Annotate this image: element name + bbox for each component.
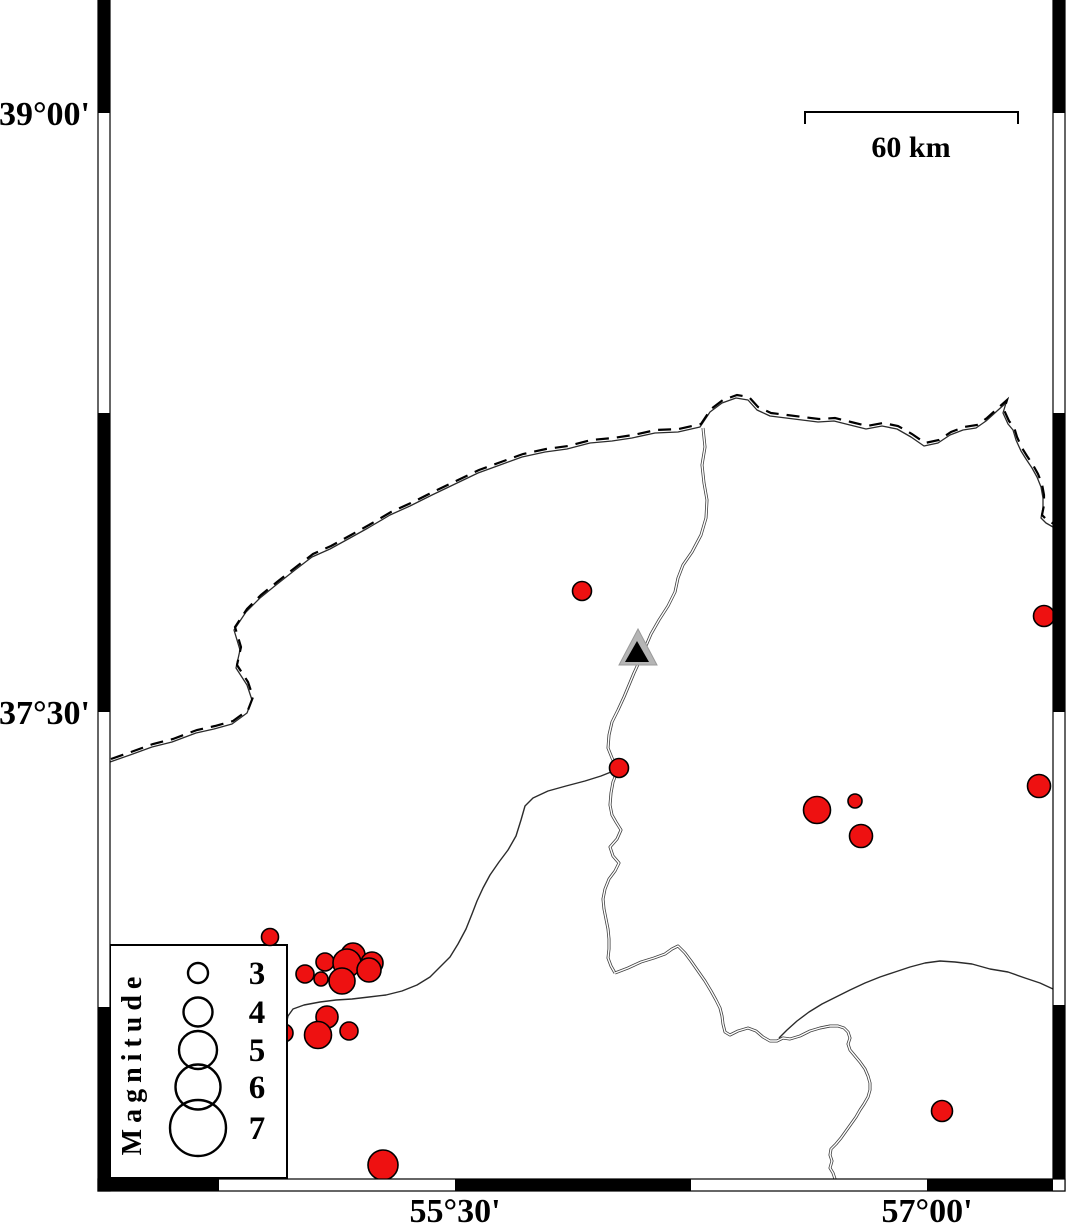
epicenters-layer — [260, 580, 1056, 1181]
frame-segment — [1053, 0, 1065, 113]
longitude-label-left: 55°30' — [409, 1193, 500, 1229]
legend-value: 6 — [249, 1070, 266, 1106]
scale-bar-label: 60 km — [871, 131, 950, 164]
frame-segment — [98, 712, 110, 1007]
legend-value: 7 — [249, 1111, 266, 1147]
earthquake-marker — [848, 823, 874, 849]
frame-segment — [1053, 1005, 1065, 1183]
river-east — [614, 944, 872, 1180]
frame-segment — [98, 0, 110, 113]
frame-segment — [1053, 413, 1065, 712]
river-north — [606, 427, 709, 767]
frame-outline — [97, 1178, 1066, 1192]
frame-segment — [927, 1179, 1053, 1191]
river-north-core — [607, 427, 708, 767]
earthquake-marker — [847, 793, 863, 809]
river-south-core — [602, 771, 622, 974]
latitude-label-mid: 37°30' — [0, 695, 90, 732]
frame-segment — [1053, 712, 1065, 1005]
frame-segment — [1053, 1179, 1065, 1191]
line-northeast — [778, 960, 1054, 1039]
earthquake-marker — [303, 1020, 333, 1050]
earthquake-marker — [315, 952, 335, 972]
frame-segment — [691, 1179, 927, 1191]
frame-segment — [98, 1179, 219, 1191]
legend-circle — [168, 1098, 228, 1158]
frame-segment — [455, 1179, 691, 1191]
earthquake-marker — [802, 795, 832, 825]
latitude-label-top: 39°00' — [0, 96, 90, 133]
earthquake-marker — [313, 971, 329, 987]
earthquake-marker — [608, 757, 630, 779]
legend-value: 3 — [249, 956, 266, 992]
gulf-coast — [284, 769, 617, 1036]
earthquake-marker — [930, 1099, 954, 1123]
earthquake-marker — [328, 967, 356, 995]
frame-segment — [98, 113, 110, 413]
river-south — [601, 771, 623, 974]
map-lines-layer — [109, 393, 1055, 1180]
legend-circle — [174, 1063, 222, 1111]
legend-title: Magnitude — [117, 971, 148, 1156]
earthquake-marker — [571, 580, 593, 602]
caspian-coast-and-border-dashed — [110, 393, 1055, 761]
scale-bar: 60 km — [804, 111, 1019, 164]
legend-value: 4 — [249, 995, 266, 1031]
earthquake-marker — [356, 957, 382, 983]
frame-segment — [98, 413, 110, 712]
earthquake-marker — [260, 927, 280, 947]
river-east-core — [614, 945, 871, 1180]
scale-bar-bracket — [804, 111, 1019, 124]
frame-segment — [1053, 113, 1065, 413]
frame-segment — [98, 1007, 110, 1191]
earthquake-marker — [1032, 604, 1056, 628]
caspian-coast-and-border — [109, 397, 1054, 763]
legend-value: 5 — [249, 1033, 266, 1069]
legend-circle — [186, 961, 210, 985]
frame-segment — [219, 1179, 455, 1191]
earthquake-marker — [339, 1021, 359, 1041]
earthquake-marker — [1026, 773, 1052, 799]
earthquake-marker — [367, 1149, 399, 1181]
map-frame — [97, 0, 1066, 1192]
station-marker — [618, 627, 658, 666]
earthquake-marker — [295, 964, 315, 984]
longitude-label-right: 57°00' — [881, 1193, 972, 1229]
station-inner-triangle-icon — [625, 641, 649, 662]
legend-circle — [177, 1029, 219, 1071]
legend-circle — [182, 996, 214, 1028]
